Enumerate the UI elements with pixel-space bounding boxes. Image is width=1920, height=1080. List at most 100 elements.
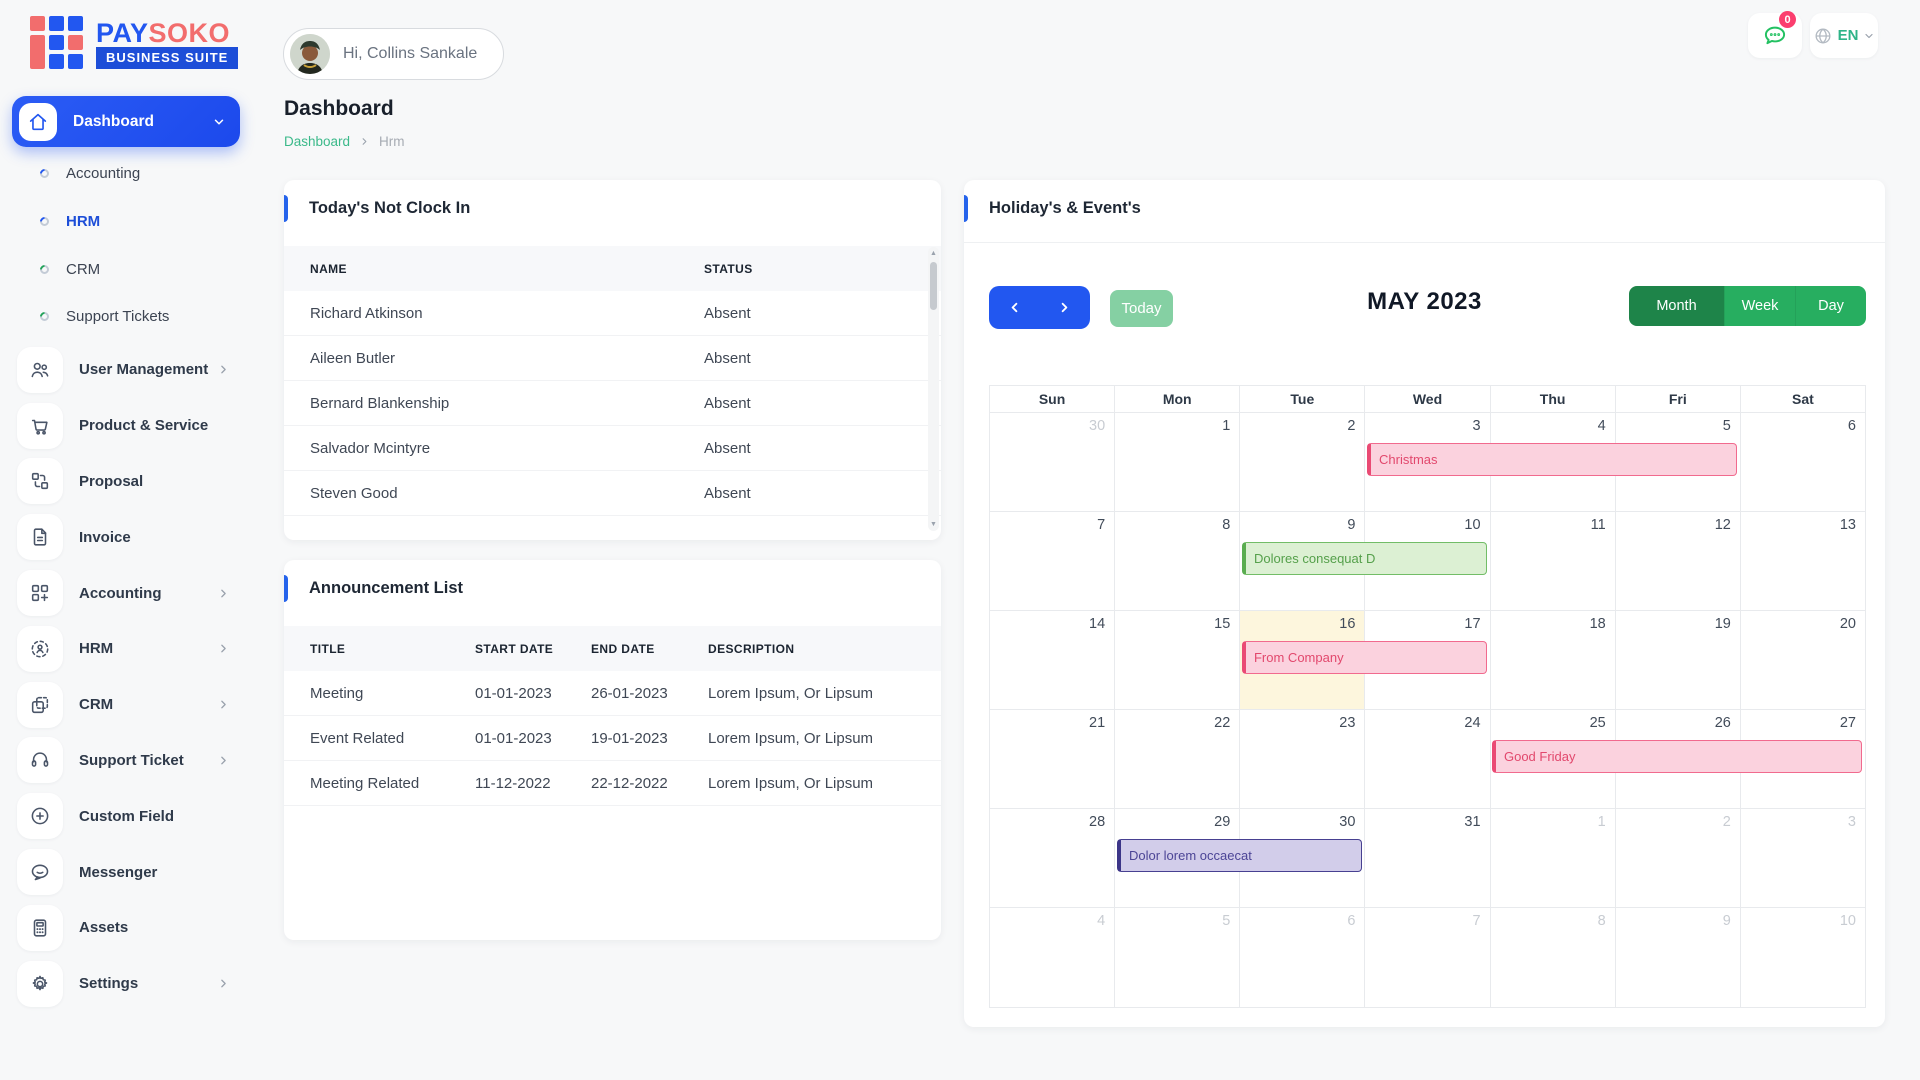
- chevron-down-icon: [1863, 30, 1875, 42]
- calendar-day-cell[interactable]: 31: [1365, 809, 1491, 907]
- sidebar-item-user-management[interactable]: User Management: [12, 342, 240, 398]
- calendar-day-cell[interactable]: 2: [1616, 809, 1741, 907]
- calendar-day-cell[interactable]: 4: [990, 908, 1116, 1007]
- calendar-day-cell[interactable]: 22: [1115, 710, 1241, 808]
- calendar-grid: Sun Mon Tue Wed Thu Fri Sat 30 1 2 3 4 5 6 7 8 9 10 11 12 1…: [989, 385, 1866, 1008]
- announcement-end-date: 22-12-2022: [591, 774, 668, 792]
- calendar-day-headers: Sun Mon Tue Wed Thu Fri Sat: [990, 386, 1865, 413]
- calendar-day-cell[interactable]: 18: [1491, 611, 1616, 709]
- calendar-day-cell[interactable]: 8: [1491, 908, 1616, 1007]
- chevron-right-icon: [217, 977, 230, 990]
- sidebar-item-hrm[interactable]: HRM: [12, 621, 240, 677]
- calendar-day-cell[interactable]: 2: [1240, 413, 1366, 511]
- today-button[interactable]: Today: [1110, 290, 1173, 327]
- calendar-event-christmas[interactable]: Christmas: [1367, 443, 1737, 476]
- calendar-day-cell[interactable]: 10: [1839, 913, 1856, 929]
- sidebar-item-assets[interactable]: Assets: [12, 900, 240, 956]
- view-week-button[interactable]: Week: [1724, 286, 1795, 326]
- calendar-day-cell[interactable]: 21: [990, 710, 1116, 808]
- scrollbar-track[interactable]: ▲ ▼: [928, 247, 939, 531]
- calendar-day-cell[interactable]: 17: [1365, 611, 1491, 709]
- sidebar-item-dashboard[interactable]: Dashboard: [12, 96, 240, 147]
- calendar-day-cell[interactable]: 20: [1839, 616, 1856, 632]
- announcement-title: Event Related: [310, 729, 405, 747]
- sidebar-subitem-accounting[interactable]: Accounting: [12, 150, 240, 198]
- calendar-event-dolores-consequat-d[interactable]: Dolores consequat D: [1241, 542, 1487, 575]
- notifications-button[interactable]: 0: [1748, 11, 1802, 58]
- calendar-day-cell[interactable]: 23: [1240, 710, 1366, 808]
- calendar-month-title: MAY 2023: [1367, 288, 1482, 315]
- calendar-day-cell[interactable]: 13: [1839, 517, 1856, 533]
- calendar-event-dolor-lorem-occaecat[interactable]: Dolor lorem occaecat: [1116, 839, 1362, 872]
- scroll-up-icon[interactable]: ▲: [930, 250, 937, 257]
- calendar-day-cell[interactable]: 8: [1115, 512, 1241, 610]
- brand-logo[interactable]: PAYSOKO BUSINESS SUITE: [30, 16, 239, 72]
- column-header-start-date: START DATE: [475, 641, 554, 656]
- status-value: Absent: [704, 304, 751, 322]
- scroll-down-icon[interactable]: ▼: [930, 521, 937, 528]
- next-month-button[interactable]: [1040, 286, 1091, 329]
- sidebar-item-product-service[interactable]: Product & Service: [12, 398, 240, 454]
- calendar-day-cell[interactable]: 30: [990, 413, 1116, 511]
- sidebar-item-crm[interactable]: CRM: [12, 677, 240, 733]
- calendar-day-cell[interactable]: 7: [1365, 908, 1491, 1007]
- brand-name: PAYSOKO: [96, 18, 231, 48]
- calendar-day-cell[interactable]: 6: [1847, 418, 1856, 434]
- card-accent-bar: [284, 575, 288, 602]
- calendar-card: Holiday's & Event's Today MAY 2023 Month…: [964, 180, 1885, 1027]
- calendar-day-cell[interactable]: 1: [1491, 809, 1616, 907]
- clockin-table-row: Aileen Butler Absent: [284, 336, 941, 381]
- user-menu[interactable]: Hi, Collins Sankale: [283, 28, 505, 80]
- sidebar-subitem-support-tickets[interactable]: Support Tickets: [12, 293, 240, 341]
- breadcrumb-link[interactable]: Dashboard: [284, 134, 351, 149]
- sidebar-item-proposal[interactable]: Proposal: [12, 454, 240, 510]
- calendar-day-cell[interactable]: 5: [1616, 413, 1741, 511]
- calendar-day-cell[interactable]: 28: [990, 809, 1116, 907]
- announcement-table-row: Meeting 01-01-2023 26-01-2023 Lorem Ipsum, …: [284, 671, 941, 716]
- announcement-end-date: 19-01-2023: [591, 729, 668, 747]
- calendar-day-cell[interactable]: 5: [1115, 908, 1241, 1007]
- chevron-right-icon: [217, 363, 230, 376]
- sidebar-item-custom-field[interactable]: Custom Field: [12, 788, 240, 844]
- chevron-right-icon: [359, 136, 370, 147]
- sidebar-item-settings[interactable]: Settings: [12, 956, 240, 1012]
- calendar-day-cell[interactable]: 3: [1847, 814, 1856, 830]
- calendar-day-cell[interactable]: 24: [1365, 710, 1491, 808]
- breadcrumb-current: Hrm: [379, 134, 405, 149]
- sidebar-item-support-ticket[interactable]: Support Ticket: [12, 733, 240, 789]
- announcement-end-date: 26-01-2023: [591, 684, 668, 702]
- sidebar-item-accounting[interactable]: Accounting: [12, 565, 240, 621]
- calendar-event-good-friday[interactable]: Good Friday: [1491, 740, 1862, 773]
- calendar-day-cell[interactable]: 9: [1616, 908, 1741, 1007]
- calendar-day-cell[interactable]: 7: [990, 512, 1116, 610]
- calendar-day-cell[interactable]: 11: [1491, 512, 1616, 610]
- gear-icon: [17, 960, 63, 1007]
- calendar-day-cell[interactable]: 19: [1616, 611, 1741, 709]
- clockin-table-row: Bernard Blankenship Absent: [284, 381, 941, 426]
- view-month-button[interactable]: Month: [1629, 286, 1724, 326]
- calendar-week-row: 4 5 6 7 8 9 10: [990, 908, 1865, 1007]
- workflow-icon: [17, 458, 63, 505]
- calendar-day-cell[interactable]: 1: [1115, 413, 1241, 511]
- calendar-day-cell[interactable]: 27: [1839, 715, 1856, 731]
- day-header-thu: Thu: [1491, 386, 1616, 412]
- calendar-day-cell[interactable]: 30: [1240, 809, 1366, 907]
- announcement-start-date: 11-12-2022: [475, 774, 551, 792]
- calendar-event-from-company[interactable]: From Company: [1241, 641, 1487, 674]
- status-value: Absent: [704, 394, 751, 412]
- ring-bullet-icon: [38, 167, 51, 181]
- sidebar-subitem-hrm[interactable]: HRM: [12, 198, 240, 246]
- announcement-table-row: Event Related 01-01-2023 19-01-2023 Lorem I…: [284, 716, 941, 761]
- calendar-day-cell[interactable]: 12: [1616, 512, 1741, 610]
- sidebar-item-invoice[interactable]: Invoice: [12, 509, 240, 565]
- calendar-day-cell[interactable]: 15: [1115, 611, 1241, 709]
- sidebar-subitem-crm[interactable]: CRM: [12, 245, 240, 293]
- calendar-day-cell[interactable]: 14: [990, 611, 1116, 709]
- calendar-day-cell[interactable]: 6: [1240, 908, 1366, 1007]
- scrollbar-thumb[interactable]: [930, 262, 937, 310]
- sidebar-item-messenger[interactable]: Messenger: [12, 844, 240, 900]
- view-day-button[interactable]: Day: [1795, 286, 1866, 326]
- calendar-day-cell[interactable]: 10: [1365, 512, 1491, 610]
- prev-month-button[interactable]: [989, 286, 1040, 329]
- language-selector[interactable]: EN: [1810, 13, 1878, 58]
